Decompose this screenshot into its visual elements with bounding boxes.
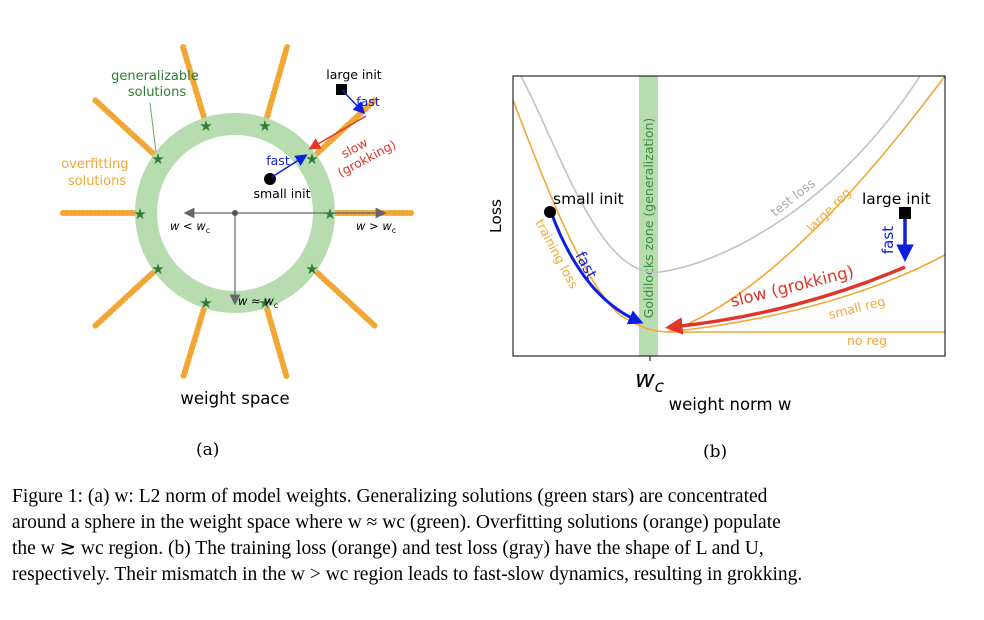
panel-b: Goldilocks zone (generalization) small i… — [487, 75, 946, 414]
test-loss-curve — [520, 75, 921, 273]
svg-text:★: ★ — [151, 150, 164, 168]
large-init-marker-b — [899, 207, 911, 219]
figure: ★ ★ ★ ★ ★ ★ ★ ★ ★ ★ w < wc w > wc w ≈ wc… — [57, 44, 946, 414]
goldilocks-zone-label: Goldilocks zone (generalization) — [641, 118, 656, 319]
fast-arrow-left — [549, 211, 644, 325]
training-loss-curve — [512, 99, 945, 333]
caption-line-1: Figure 1: (a) w: L2 norm of model weight… — [12, 486, 768, 507]
small-init-marker-b — [544, 206, 556, 218]
svg-text:★: ★ — [199, 117, 212, 135]
large-init-marker — [336, 84, 347, 95]
slow-arrow — [665, 265, 906, 335]
label-w-less: w < wc — [170, 219, 210, 235]
label-small-init-a: small init — [253, 186, 310, 201]
y-axis-label: Loss — [487, 199, 505, 233]
caption-line-4: respectively. Their mismatch in the w > … — [12, 564, 803, 585]
large-reg-curve — [667, 75, 946, 333]
small-reg-curve — [667, 254, 946, 333]
label-large-init-b: large init — [862, 190, 931, 208]
svg-text:★: ★ — [258, 117, 271, 135]
label-fast-inner: fast — [266, 153, 290, 168]
caption-line-3: the w ≳ wc region. (b) The training loss… — [12, 538, 764, 559]
label-slow-b: slow (grokking) — [728, 262, 855, 311]
caption-line-2: around a sphere in the weight space wher… — [12, 512, 781, 533]
x-axis-label: weight norm w — [669, 395, 792, 414]
axes-frame — [512, 75, 946, 357]
label-fast-right: fast — [879, 226, 897, 254]
label-w-approx: w ≈ wc — [238, 294, 278, 310]
label-fast-outer: fast — [356, 94, 380, 109]
overfitting-spokes — [57, 44, 415, 381]
figure-caption: Figure 1: (a) w: L2 norm of model weight… — [12, 484, 974, 588]
label-w-greater: w > wc — [356, 219, 396, 235]
svg-text:★: ★ — [305, 150, 318, 168]
generalizable-stars: ★ ★ ★ ★ ★ ★ ★ ★ ★ ★ — [133, 117, 336, 312]
weight-space-title: weight space — [180, 389, 289, 408]
x-tick-wc: wc — [635, 365, 665, 397]
svg-text:★: ★ — [151, 260, 164, 278]
sublabel-a: (a) — [196, 440, 220, 460]
label-no-reg: no reg — [847, 333, 887, 348]
svg-text:★: ★ — [323, 205, 336, 223]
svg-text:★: ★ — [305, 260, 318, 278]
sublabel-b: (b) — [703, 442, 728, 462]
panel-a: ★ ★ ★ ★ ★ ★ ★ ★ ★ ★ w < wc w > wc w ≈ wc… — [57, 44, 415, 408]
svg-text:★: ★ — [258, 294, 271, 312]
label-overfitting: overfitting solutions — [61, 157, 133, 189]
svg-text:★: ★ — [133, 205, 146, 223]
axis-arrows — [183, 207, 387, 306]
label-small-reg: small reg — [827, 293, 887, 322]
label-small-init-b: small init — [553, 190, 624, 208]
svg-text:★: ★ — [199, 294, 212, 312]
label-large-init-a: large init — [326, 67, 382, 82]
label-generalizable: generalizable solutions — [111, 69, 203, 100]
goldilocks-zone — [639, 76, 658, 356]
